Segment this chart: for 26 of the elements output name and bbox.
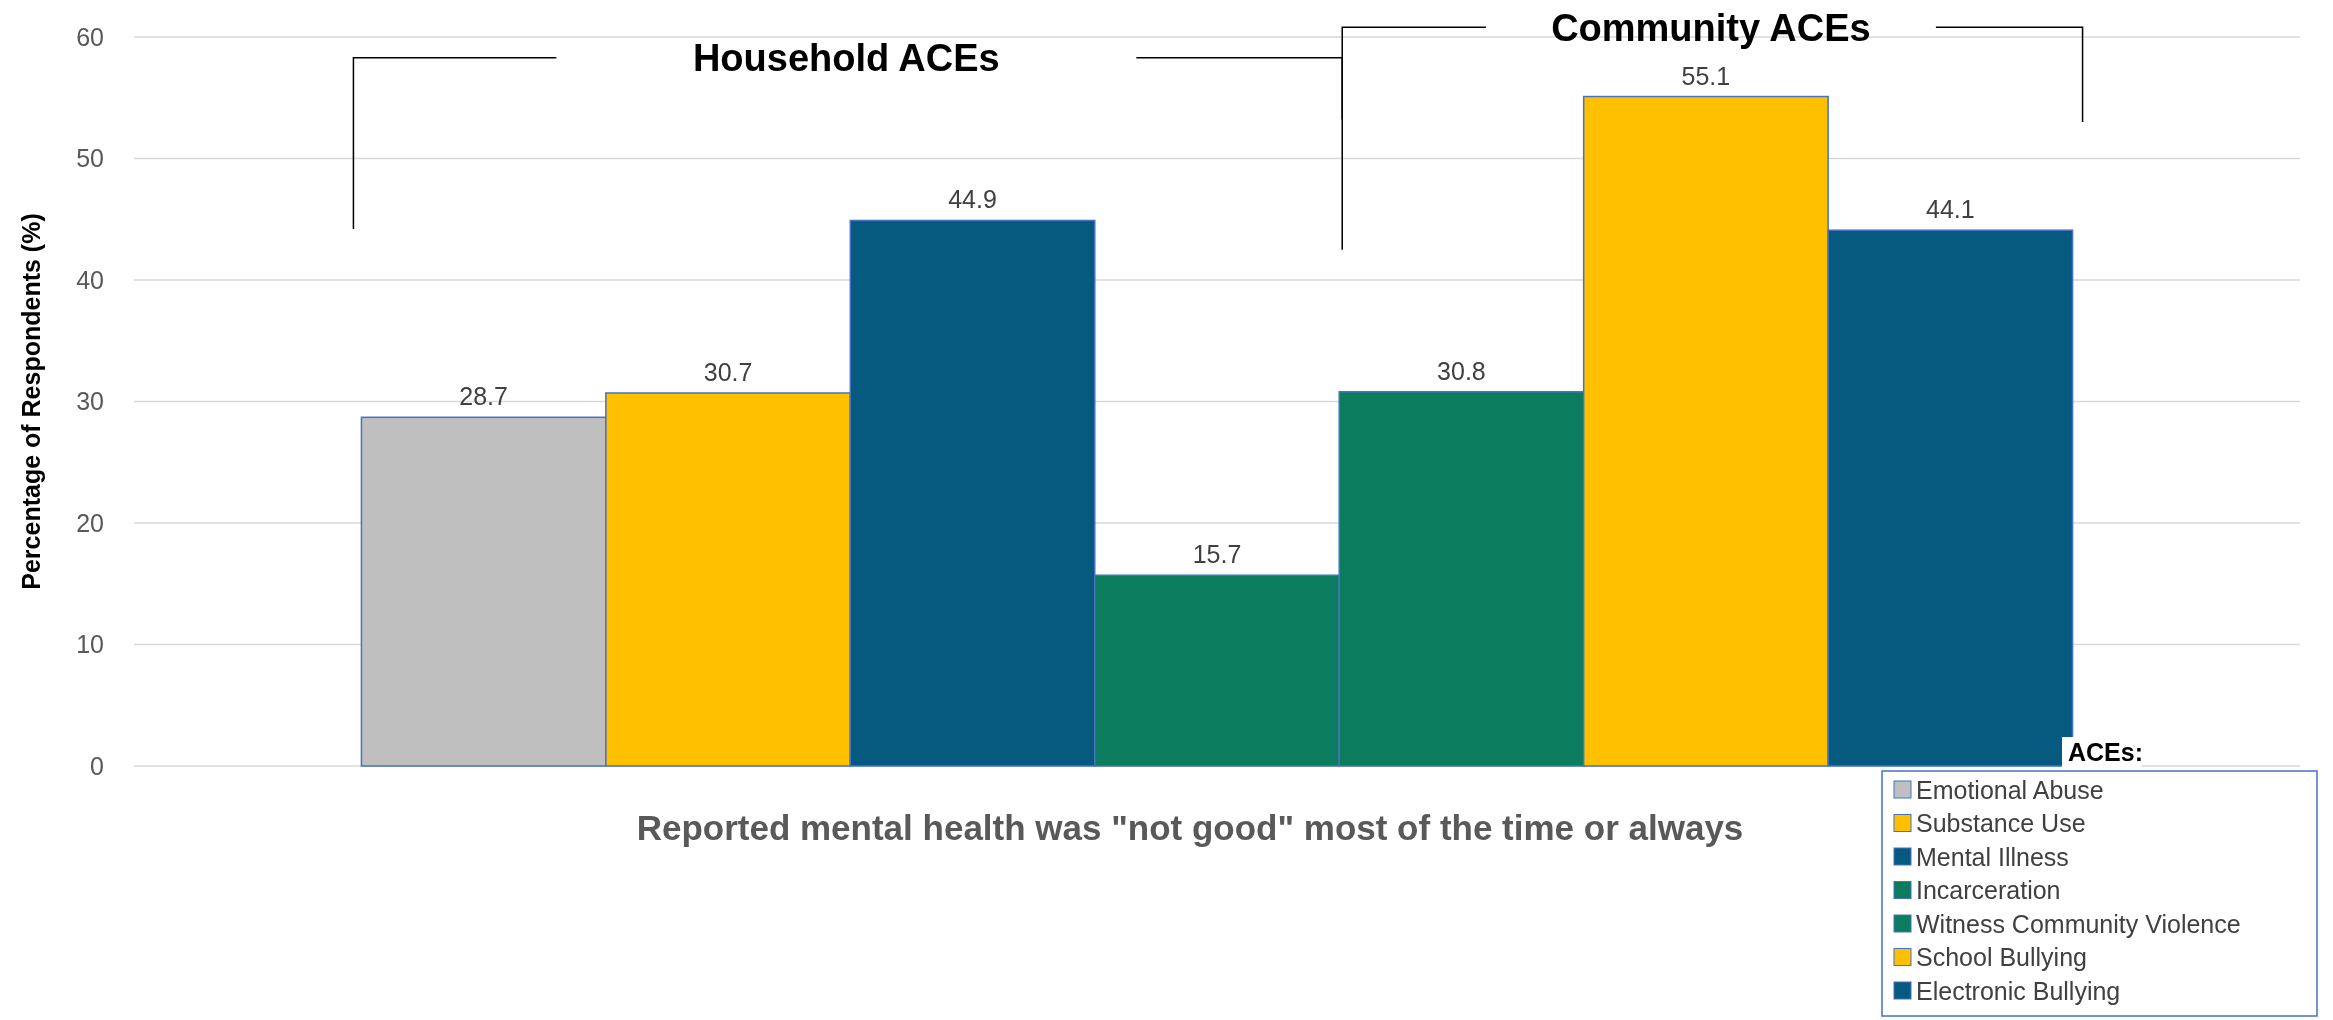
annotation: Household ACEs [692,36,1000,79]
legend-label: Emotional Abuse [1916,775,2104,804]
y-tick-label: 50 [76,144,104,173]
data-label: 44.9 [948,185,997,214]
y-axis-title: Percentage of Respondents (%) [17,213,45,590]
data-label: 30.7 [703,357,753,386]
legend-label: Incarceration [1916,876,2061,905]
legend-label: School Bullying [1916,943,2087,972]
data-label: 15.7 [1192,540,1242,569]
y-tick-label: 0 [90,751,104,780]
data-label: 55.1 [1681,61,1731,90]
annotation: Community ACEs [1551,6,1871,49]
legend-title: ACEs: [2068,738,2144,766]
y-tick-label: 20 [76,508,104,537]
data-label: 30.8 [1437,356,1486,385]
legend-label: Mental Illness [1916,842,2069,871]
data-label: 44.1 [1926,195,1975,224]
legend-label: Witness Community Violence [1916,909,2241,938]
y-tick-label: 10 [76,630,104,659]
y-tick-label: 40 [76,265,104,294]
x-axis-title: Reported mental health was "not good" most of the time or always [636,808,1744,847]
legend-label: Substance Use [1916,809,2086,838]
data-label: 28.7 [459,382,508,411]
y-tick-label: 30 [76,387,104,416]
legend-label: Electronic Bullying [1916,976,2121,1005]
y-tick-label: 60 [76,22,104,51]
